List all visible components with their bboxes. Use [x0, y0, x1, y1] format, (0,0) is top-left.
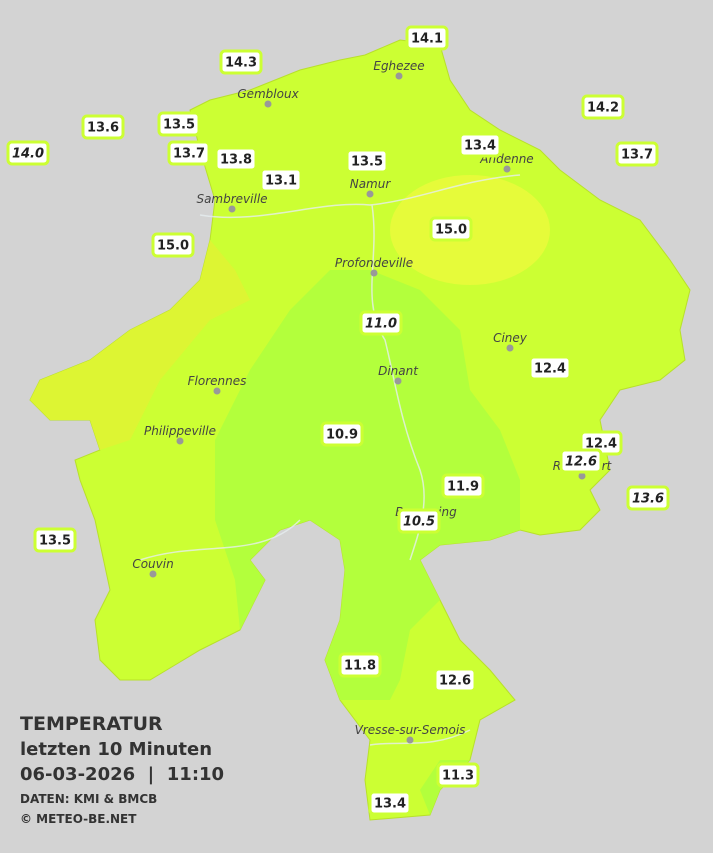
city-dot	[394, 377, 402, 385]
legend-title: TEMPERATUR	[20, 713, 163, 735]
city-dot	[506, 344, 514, 352]
station-box	[219, 49, 263, 75]
station-box	[397, 508, 441, 534]
station-box	[581, 94, 625, 120]
station-value: 10.9	[326, 428, 358, 443]
city-label: Namur	[350, 177, 392, 191]
station-value: 14.3	[225, 56, 257, 71]
station-box	[458, 132, 502, 158]
station-value: 13.4	[464, 139, 496, 154]
city-dot	[578, 472, 586, 480]
station-box	[259, 167, 303, 193]
station-box	[436, 762, 480, 788]
zone-south	[420, 760, 470, 815]
city-label: Florennes	[188, 374, 247, 388]
station-box	[405, 25, 449, 51]
station-box	[320, 421, 364, 447]
station-value: 14.0	[12, 147, 44, 162]
station-value: 13.6	[87, 121, 119, 136]
zone-west	[30, 240, 250, 450]
station-value: 11.9	[447, 480, 479, 495]
city-dot	[149, 570, 157, 578]
city-label: Vresse-sur-Semois	[355, 723, 466, 737]
city-label: Eghezee	[373, 59, 424, 73]
station-value: 12.6	[565, 455, 597, 470]
legend-subtitle: letzten 10 Minuten	[20, 739, 212, 760]
station-value: 13.5	[39, 534, 71, 549]
city-label: Gembloux	[237, 87, 299, 101]
legend-copyright: © METEO-BE.NET	[20, 812, 137, 826]
city-dot	[406, 736, 414, 744]
station-value: 12.6	[439, 674, 471, 689]
station-value: 11.3	[442, 769, 474, 784]
station-value: 14.1	[411, 32, 443, 47]
station-box	[615, 141, 659, 167]
station-box	[81, 114, 125, 140]
station-box	[345, 148, 389, 174]
legend-source: DATEN: KMI & BMCB	[20, 792, 157, 806]
city-dot	[370, 269, 378, 277]
city-label: Sambreville	[196, 192, 267, 206]
legend: TEMPERATUR letzten 10 Minuten 06-03-2026…	[20, 713, 224, 826]
station-box	[167, 140, 211, 166]
station-box	[214, 146, 258, 172]
station-box	[433, 667, 477, 693]
station-value: 13.5	[163, 118, 195, 133]
station-box	[559, 448, 603, 474]
legend-timestamp: 06-03-2026 | 11:10	[20, 764, 224, 785]
station-value: 13.5	[351, 155, 383, 170]
station-box	[157, 111, 201, 137]
station-value: 14.2	[587, 101, 619, 116]
station-box	[359, 310, 403, 336]
city-dot	[176, 437, 184, 445]
station-value: 11.0	[365, 317, 397, 332]
station-value: 12.4	[585, 437, 617, 452]
station-value: 13.7	[173, 147, 205, 162]
station-box	[33, 527, 77, 553]
station-box	[441, 473, 485, 499]
station-value: 12.4	[534, 362, 566, 377]
station-box	[429, 216, 473, 242]
station-box	[368, 790, 412, 816]
station-value: 13.1	[265, 174, 297, 189]
river	[139, 174, 521, 746]
station-box	[151, 232, 195, 258]
station-box	[528, 355, 572, 381]
station-value: 15.0	[157, 239, 189, 254]
station-value: 13.7	[621, 148, 653, 163]
city-label: Philippeville	[144, 424, 216, 438]
station-value: 11.8	[344, 659, 376, 674]
zone-center	[215, 270, 520, 700]
city-label: Dinant	[378, 364, 419, 378]
city-label: Profondeville	[335, 256, 413, 270]
station-value: 13.6	[632, 492, 664, 507]
city-dot	[503, 165, 511, 173]
station-box	[338, 652, 382, 678]
station-value: 13.8	[220, 153, 252, 168]
city-dot	[366, 190, 374, 198]
city-label: Couvin	[132, 557, 173, 571]
city-dot	[395, 72, 403, 80]
station-value: 13.4	[374, 797, 406, 812]
station-value: 10.5	[403, 515, 435, 530]
station-box	[6, 140, 50, 166]
city-dot	[228, 205, 236, 213]
station-box	[626, 485, 670, 511]
city-label: Ciney	[493, 331, 528, 345]
city-dot	[213, 387, 221, 395]
station-value: 15.0	[435, 223, 467, 238]
city-dot	[264, 100, 272, 108]
